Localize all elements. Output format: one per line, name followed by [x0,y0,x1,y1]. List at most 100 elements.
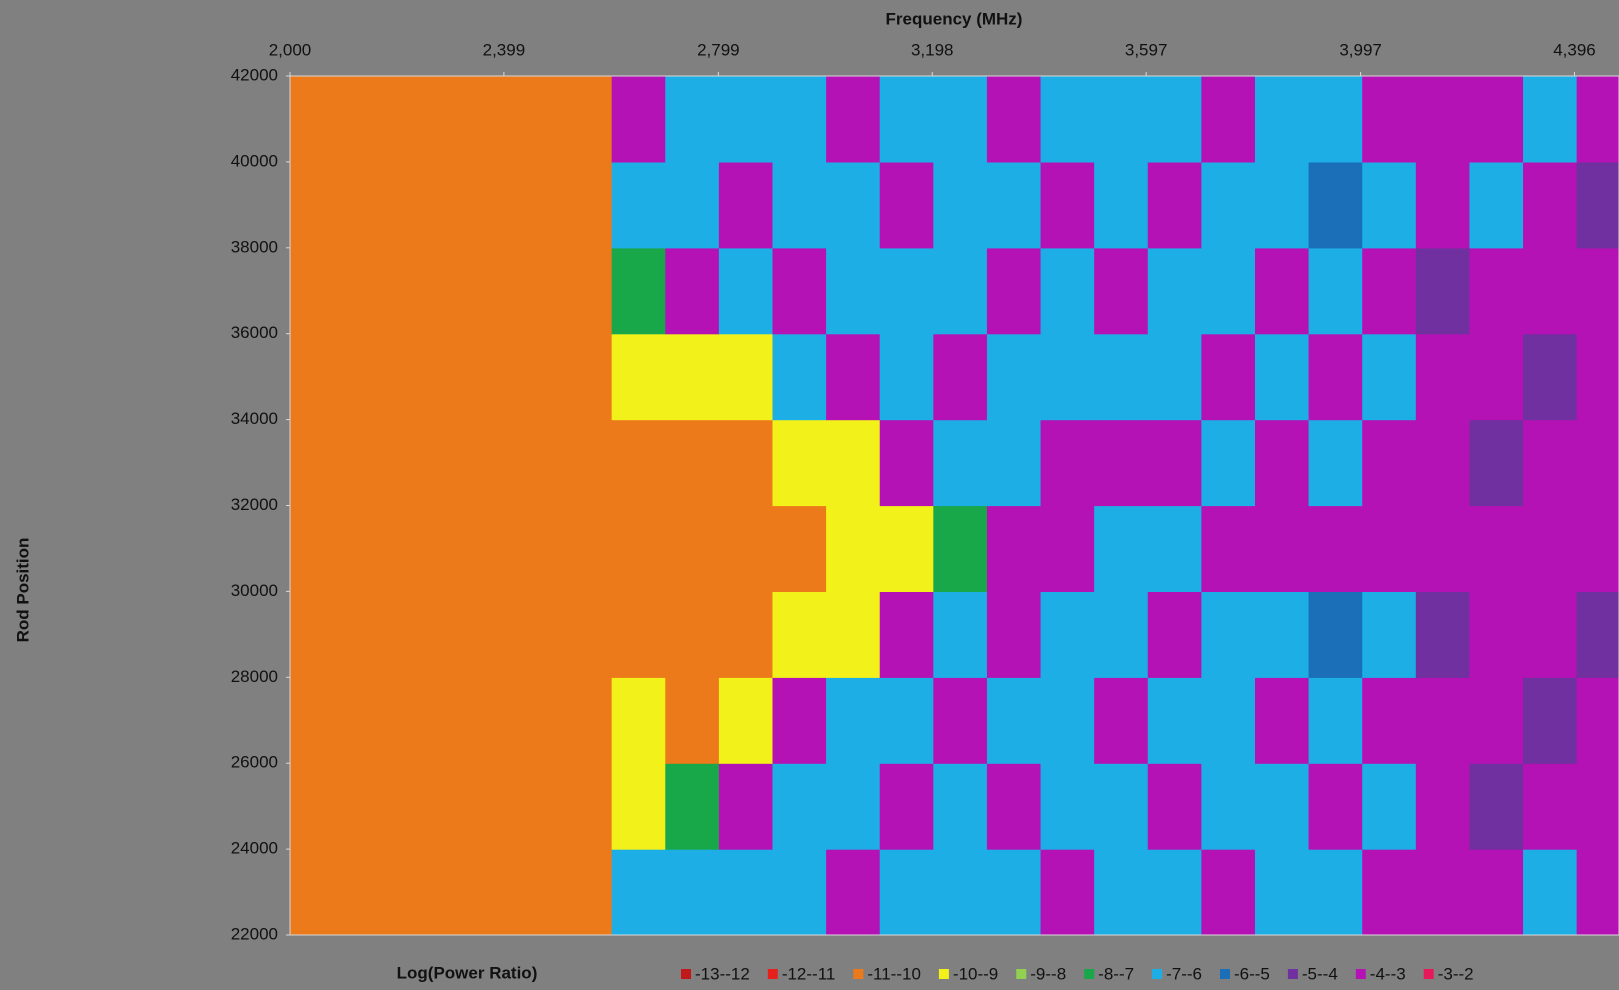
contour-cell [1309,591,1363,678]
contour-cell [719,420,773,507]
contour-cell [1469,506,1523,593]
contour-cell [1094,334,1148,421]
contour-cell [290,849,344,936]
contour-cell [1094,420,1148,507]
contour-cell [1577,506,1619,593]
contour-cell [290,162,344,249]
legend-label: -11--10 [867,964,921,983]
legend-swatch [681,969,691,979]
contour-cell [1362,677,1416,764]
contour-cell [719,162,773,249]
contour-cell [1362,248,1416,334]
contour-cell [987,763,1041,850]
contour-cell [1577,591,1619,678]
contour-cell [344,849,398,936]
contour-cell [1255,76,1309,163]
contour-cell [1201,76,1255,163]
contour-cell [1148,76,1202,163]
contour-cell [880,248,934,334]
contour-cell [504,248,558,334]
contour-cell [933,849,987,936]
contour-cell [1309,248,1363,334]
contour-cell [1255,677,1309,764]
contour-cell [665,763,719,850]
contour-cell [826,162,880,249]
contour-cell [1148,248,1202,334]
y-tick-label: 38000 [231,237,278,256]
contour-cell [772,334,826,421]
contour-cell [290,248,344,334]
contour-cell [1201,849,1255,936]
contour-cell [1255,420,1309,507]
contour-cell [719,76,773,163]
contour-cell [1362,76,1416,163]
contour-cell [290,677,344,764]
contour-cell [1201,334,1255,421]
contour-cell [1201,420,1255,507]
contour-cell [987,76,1041,163]
contour-cell [344,162,398,249]
contour-cell [665,248,719,334]
contour-cell [880,162,934,249]
contour-cell [1577,763,1619,850]
y-tick-label: 34000 [231,409,278,428]
x-tick-label: 3,198 [911,40,954,59]
contour-cell [1523,76,1577,163]
contour-cell [1094,76,1148,163]
contour-cell [558,677,612,764]
contour-cell [665,162,719,249]
contour-cell [1523,162,1577,249]
contour-cell [772,76,826,163]
contour-cell [504,677,558,764]
contour-cell [665,420,719,507]
contour-cell [504,506,558,593]
contour-cell [451,420,505,507]
contour-cell [772,506,826,593]
contour-cell [933,334,987,421]
x-tick-label: 2,000 [269,40,312,59]
contour-cell [1309,849,1363,936]
contour-cell [1469,248,1523,334]
contour-cell [344,248,398,334]
contour-cell [933,506,987,593]
contour-cell [1094,506,1148,593]
contour-cell [1523,849,1577,936]
legend-swatch [1424,969,1434,979]
contour-cell [397,420,451,507]
legend-label: -9--8 [1030,964,1066,983]
contour-cell [558,334,612,421]
legend-label: -10--9 [953,964,998,983]
contour-cell [719,334,773,421]
contour-cell [451,162,505,249]
y-tick-label: 32000 [231,495,278,514]
contour-cell [1416,591,1470,678]
legend-title: Log(Power Ratio) [397,963,538,982]
contour-cell [558,420,612,507]
contour-cell [1041,763,1095,850]
contour-cell [612,763,666,850]
contour-cell [1469,677,1523,764]
contour-cell [772,162,826,249]
legend-label: -12--11 [782,964,836,983]
contour-cell [1041,334,1095,421]
legend-label: -6--5 [1234,964,1270,983]
legend-swatch [1016,969,1026,979]
contour-cell [1201,248,1255,334]
contour-cell [719,591,773,678]
y-tick-label: 22000 [231,924,278,943]
legend-swatch [1288,969,1298,979]
contour-cell [1416,763,1470,850]
contour-cell [665,334,719,421]
contour-cell [558,506,612,593]
contour-cell [290,420,344,507]
contour-cell [1094,849,1148,936]
contour-cell [344,763,398,850]
contour-cell [933,162,987,249]
contour-cell [1148,763,1202,850]
contour-cell [826,763,880,850]
contour-cell [290,334,344,421]
contour-cell [1309,162,1363,249]
x-tick-label: 2,399 [483,40,526,59]
contour-cell [1255,334,1309,421]
contour-cell [1309,76,1363,163]
